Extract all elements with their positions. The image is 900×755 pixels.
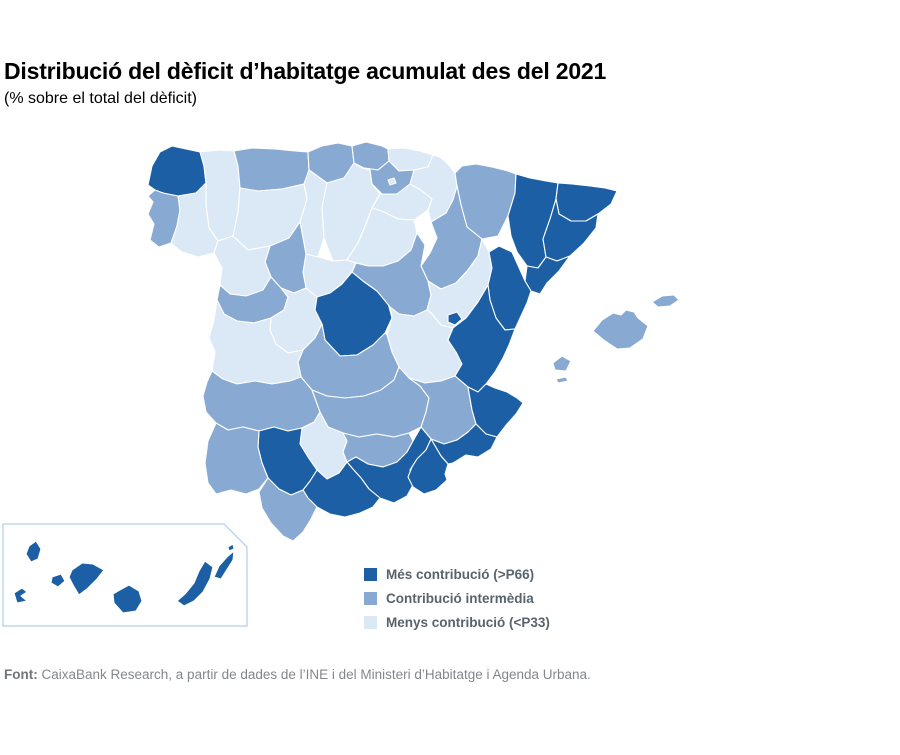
province-palencia: Palencia — Menys contribució (<P33) (299, 169, 328, 258)
province-val-ncia: València — Més contribució (>P66) (447, 284, 516, 393)
province-fuerteventura-can-ries-: Fuerteventura (Canàries) — Més contribuc… (176, 560, 214, 607)
legend-item-light: Menys contribució (<P33) (364, 610, 550, 634)
province-barcelona: Barcelona — Més contribució (>P66) (542, 198, 599, 262)
province-gran-canaria-can-ries-: Gran Canaria (Canàries) — Més contribuci… (112, 584, 143, 614)
source-label: Font: (4, 667, 38, 682)
province-tarragona: Tarragona — Més contribució (>P66) (524, 255, 571, 295)
province-trevi-o: Treviño — Menys contribució (<P33) (387, 177, 397, 186)
province-tenerife-can-ries-: Tenerife (Canàries) — Més contribució (>… (68, 562, 105, 596)
province-formentera-illes-balears-: Formentera (Illes Balears) — Contribució… (555, 376, 569, 384)
province-a-coru-a: A Coruña — Més contribució (>P66) (147, 145, 207, 197)
source-text: CaixaBank Research, a partir de dades de… (37, 667, 591, 682)
chart-subtitle: (% sobre el total del dèficit) (4, 89, 197, 107)
legend-item-dark: Més contribució (>P66) (364, 562, 550, 586)
legend-label-medium: Contribució intermèdia (386, 590, 534, 606)
province-la-palma-can-ries-: La Palma (Canàries) — Més contribució (>… (25, 540, 42, 563)
province-guadalajara: Guadalajara — Contribució intermèdia (351, 232, 432, 317)
map-legend: Més contribució (>P66) Contribució interm… (364, 562, 550, 634)
legend-swatch-dark (364, 567, 377, 581)
chart-title: Distribució del dèficit d’habitatge acum… (4, 58, 607, 84)
province-asturias: Asturias — Contribució intermèdia (233, 147, 310, 192)
province-lanzarote-can-ries-: Lanzarote (Canàries) — Més contribució (… (213, 550, 235, 580)
province-eivissa-illes-balears-: Eivissa (Illes Balears) — Contribució in… (552, 355, 572, 372)
province-la-graciosa-can-ries-: La Graciosa (Canàries) — Més contribució… (227, 543, 235, 552)
legend-item-medium: Contribució intermèdia (364, 586, 550, 610)
province-mallorca-illes-balears-: Mallorca (Illes Balears) — Contribució i… (592, 309, 649, 350)
legend-swatch-medium (364, 591, 377, 605)
province-rinc-n-de-ademuz-val-ncia-: Rincón de Ademuz (València) — Més contri… (447, 311, 463, 326)
header: Distribució del dèficit d’habitatge acum… (4, 58, 864, 108)
legend-label-light: Menys contribució (<P33) (386, 614, 550, 630)
province-girona: Girona — Més contribució (>P66) (555, 182, 618, 222)
province-menorca-illes-balears-: Menorca (Illes Balears) — Contribució in… (651, 294, 680, 308)
legend-swatch-light (364, 615, 377, 629)
legend-label-dark: Més contribució (>P66) (386, 566, 535, 582)
source-note: Font: CaixaBank Research, a partir de da… (4, 667, 591, 682)
province-la-gomera-can-ries-: La Gomera (Canàries) — Més contribució (… (50, 573, 66, 588)
province-c-diz: Cádiz — Contribució intermèdia (258, 477, 318, 542)
province-almer-a: Almería — Més contribució (>P66) (407, 438, 449, 495)
province-el-hierro-can-ries-: El Hierro (Canàries) — Més contribució (… (13, 587, 28, 604)
province-m-rcia: Múrcia — Més contribució (>P66) (430, 423, 498, 465)
province-huelva: Huelva — Contribució intermèdia (204, 422, 269, 495)
